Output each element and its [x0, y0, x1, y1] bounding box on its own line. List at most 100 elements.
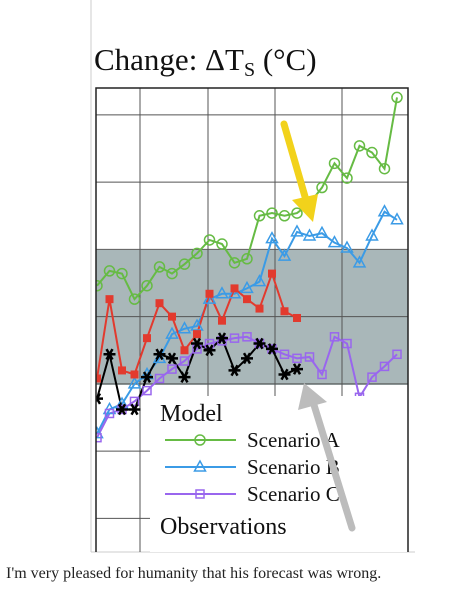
point: [353, 140, 366, 152]
point: [377, 204, 392, 217]
point: [228, 364, 241, 377]
point: [268, 269, 276, 278]
point: [190, 318, 204, 331]
point: [266, 207, 278, 219]
point: [154, 373, 165, 384]
point: [328, 157, 341, 170]
point: [392, 349, 402, 360]
point: [216, 238, 228, 250]
point: [218, 316, 226, 325]
caption: I'm very pleased for humanity that his f…: [6, 565, 382, 582]
legend-marker: [195, 489, 205, 499]
title-text: Change: ΔT: [94, 42, 244, 77]
legend-marker: [194, 434, 206, 446]
point: [166, 352, 178, 365]
point: [366, 146, 378, 159]
point: [153, 348, 166, 361]
point: [241, 352, 253, 365]
point: [293, 313, 301, 322]
point: [168, 312, 176, 321]
point: [329, 332, 340, 342]
point: [230, 284, 239, 293]
point: [103, 348, 116, 361]
plot-frame: [95, 87, 409, 552]
point: [129, 396, 140, 407]
point: [96, 432, 102, 443]
point: [102, 401, 117, 415]
point: [327, 235, 342, 248]
series-line: [96, 97, 398, 301]
point: [141, 371, 153, 383]
title-text: (°C): [255, 42, 316, 77]
point: [179, 356, 190, 366]
point: [177, 321, 192, 334]
point: [317, 369, 327, 380]
legend-heading: Observations: [160, 514, 287, 540]
point: [215, 286, 229, 299]
point: [178, 371, 191, 383]
point: [128, 293, 141, 305]
series-line: [96, 210, 398, 435]
point: [193, 330, 201, 339]
point: [127, 376, 142, 389]
point: [304, 352, 315, 362]
point: [204, 338, 215, 349]
point: [165, 326, 179, 339]
point: [116, 403, 128, 416]
point: [227, 286, 242, 299]
point: [180, 346, 189, 355]
point: [255, 304, 264, 313]
point: [279, 349, 290, 360]
point: [316, 181, 328, 194]
series-line: [96, 335, 398, 439]
point: [203, 344, 216, 357]
legend-label: Scenario B: [247, 455, 340, 479]
point: [292, 353, 302, 364]
point: [290, 224, 304, 237]
point: [103, 265, 116, 277]
title-subscript: S: [244, 59, 255, 81]
point: [252, 274, 267, 287]
point: [241, 253, 253, 265]
point: [315, 225, 329, 239]
point: [365, 228, 379, 241]
point: [203, 234, 216, 246]
point: [116, 267, 128, 280]
legend-marker: [193, 459, 207, 472]
legend-label: Scenario C: [247, 482, 340, 506]
point: [253, 210, 266, 222]
point: [141, 279, 153, 292]
point: [216, 332, 228, 344]
point: [253, 337, 266, 350]
chart-title: Change: ΔTS (°C): [94, 42, 317, 81]
point: [96, 374, 101, 383]
point: [202, 291, 217, 304]
yellow-arrow: [280, 120, 318, 222]
point: [265, 231, 279, 244]
point: [240, 280, 254, 294]
shaded-band: [96, 250, 408, 385]
point: [191, 247, 203, 260]
point: [167, 364, 177, 374]
gray-arrow: [298, 383, 356, 532]
point: [278, 368, 291, 381]
legend-box: [150, 396, 408, 552]
point: [191, 337, 203, 350]
point: [390, 212, 404, 225]
point: [153, 261, 166, 273]
point: [340, 240, 354, 253]
point: [278, 210, 291, 222]
point: [291, 363, 303, 375]
point: [302, 228, 317, 241]
point: [143, 334, 151, 343]
point: [130, 370, 139, 379]
point: [96, 426, 104, 439]
point: [229, 333, 240, 343]
point: [118, 366, 126, 375]
point: [342, 338, 352, 349]
point: [228, 257, 241, 269]
point: [352, 255, 367, 268]
point: [166, 267, 178, 280]
